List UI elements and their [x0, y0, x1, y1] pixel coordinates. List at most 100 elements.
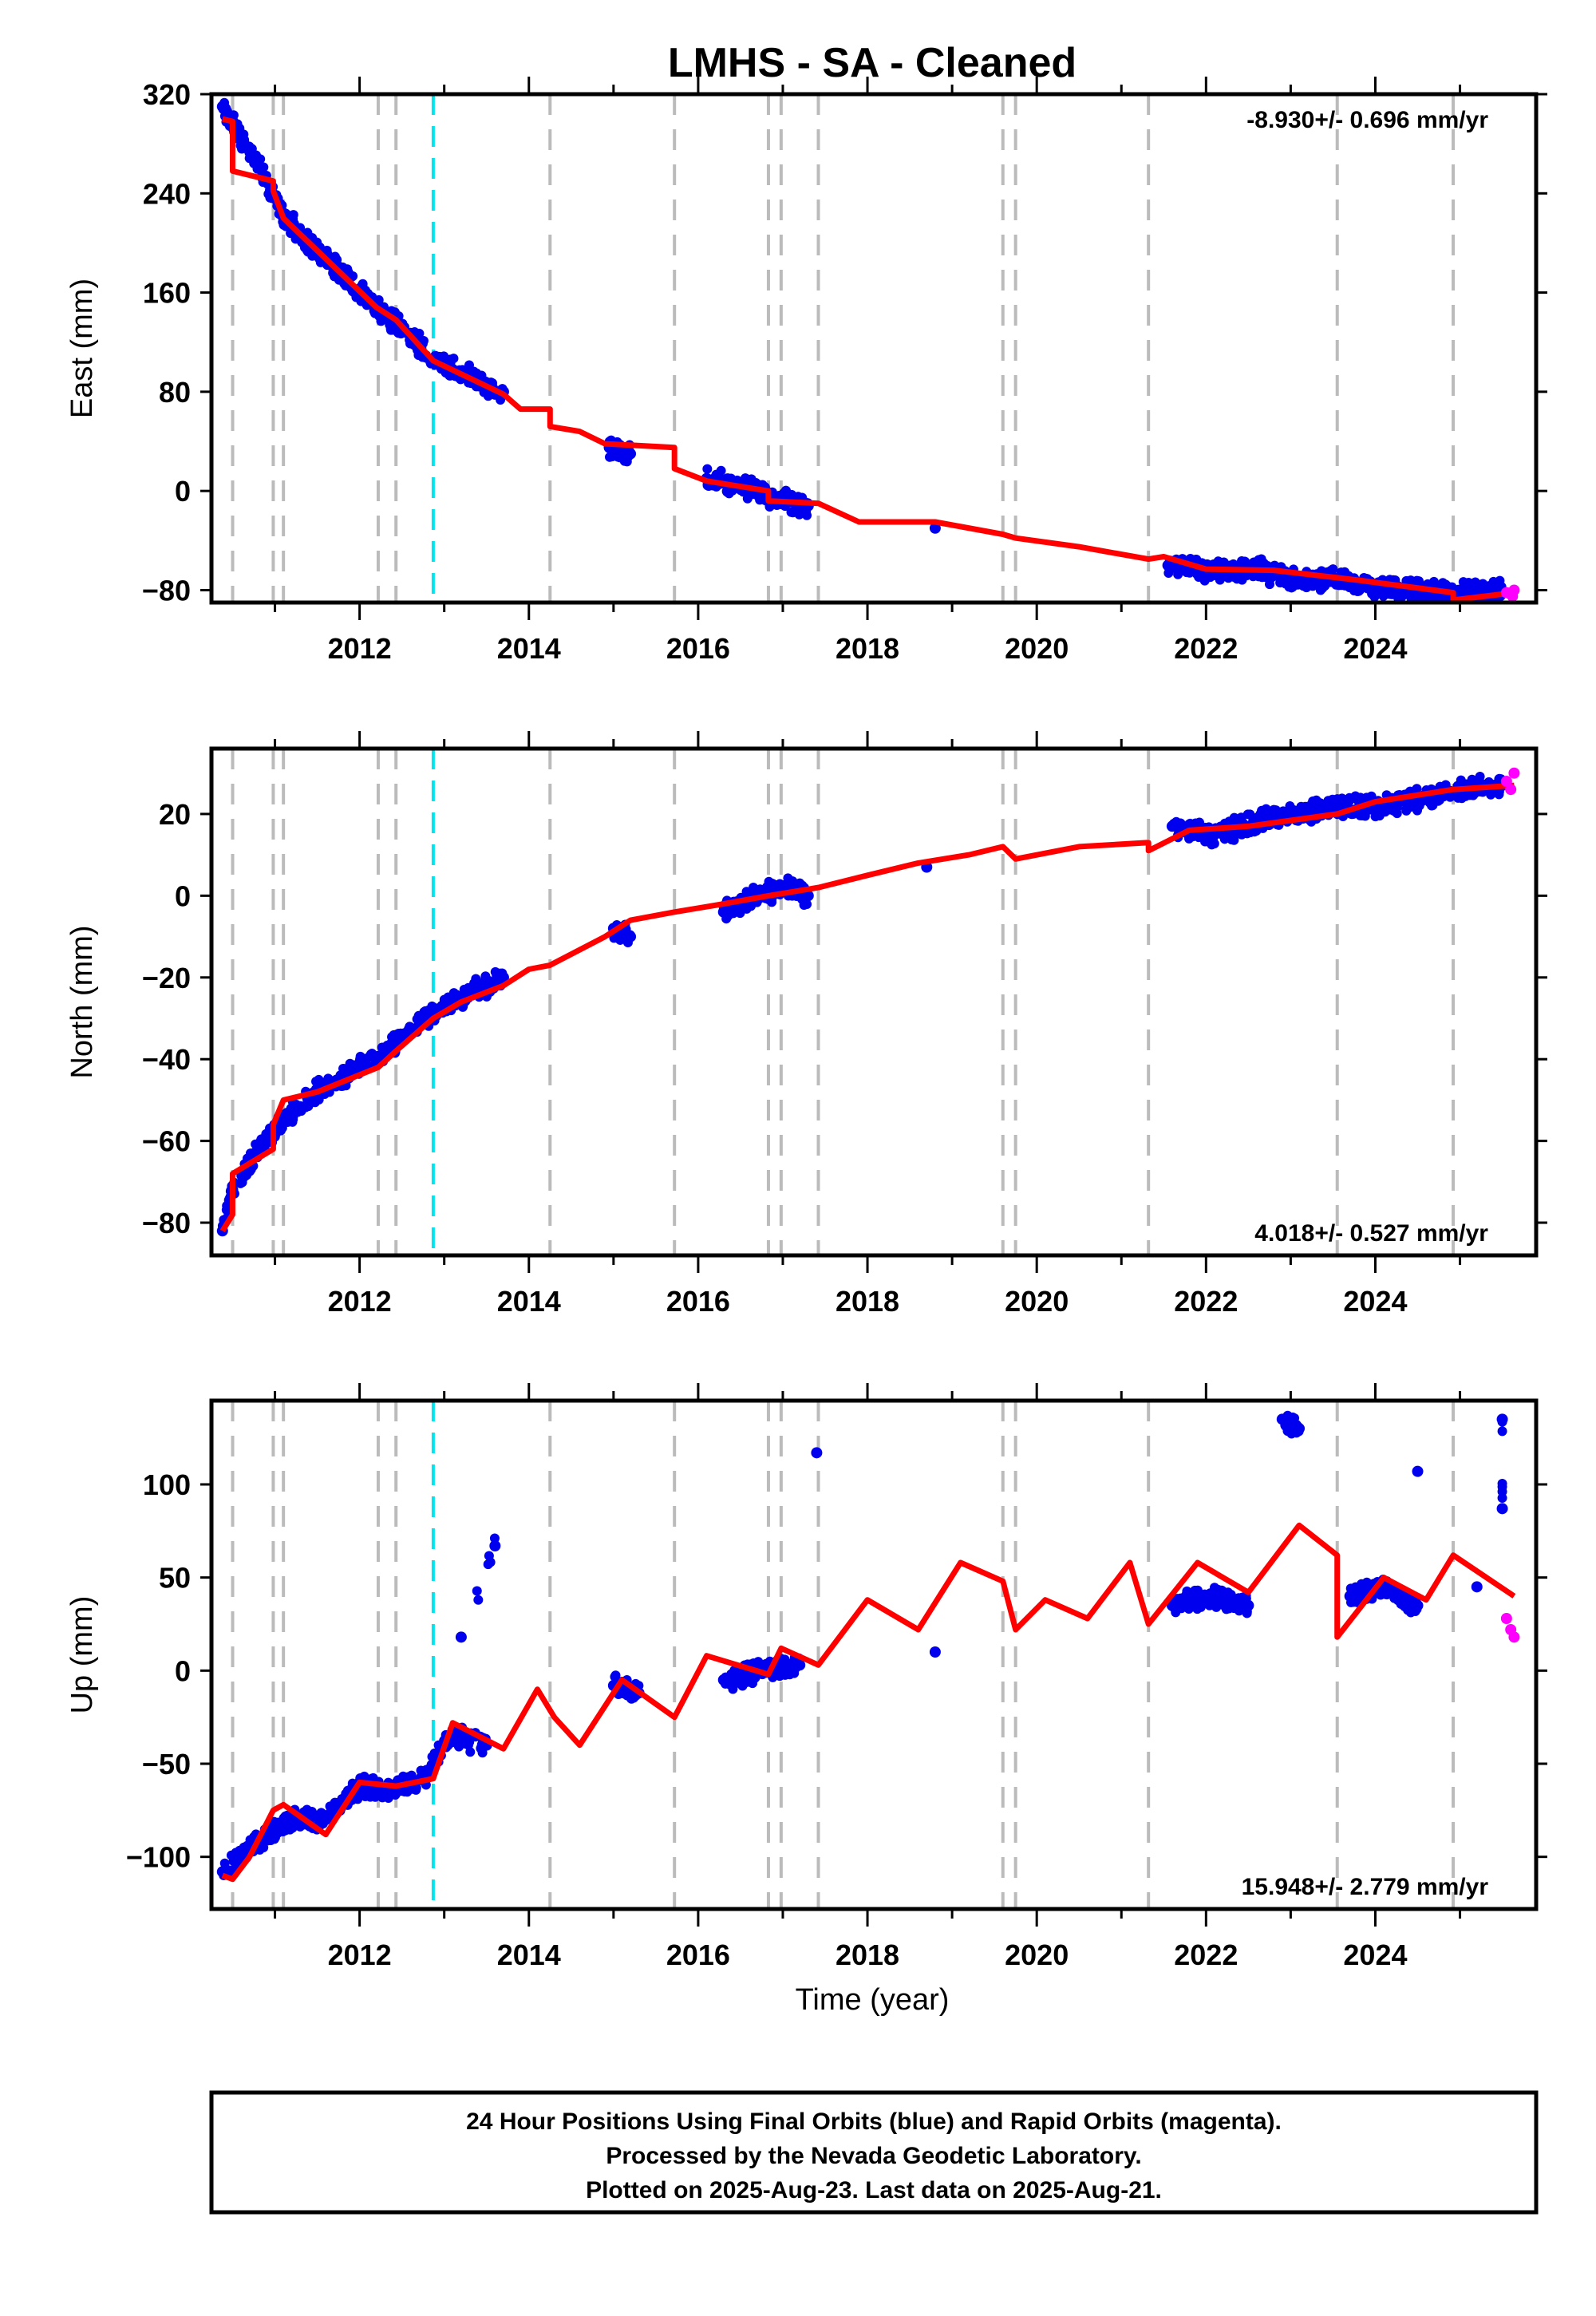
up-final-orbit-point-18 [929, 1646, 941, 1658]
up-final-orbit-point-10 [489, 1540, 501, 1551]
north-plot-frame [209, 746, 1539, 1258]
north-panel: 20 0 −20 −40 −60 −80 2012 2014 2016 2018 2020 2022 2… [65, 731, 1547, 1318]
footer-line-1: 24 Hour Positions Using Final Orbits (bl… [466, 2109, 1282, 2135]
east-panel: 320 240 160 80 0 −80 2012 2014 2016 2018 2020 2022 2… [65, 77, 1547, 665]
up-y-tick-label-0: 100 [143, 1468, 191, 1501]
up-plot-frame [209, 1398, 1539, 1911]
north-x-tick-label-5: 2022 [1174, 1285, 1238, 1318]
east-y-axis-label: East (mm) [65, 279, 99, 418]
east-x-tick-label-0: 2012 [328, 632, 392, 665]
east-plot-frame [209, 92, 1539, 605]
north-model-line [219, 782, 1515, 1233]
north-final-orbit-point-17 [1166, 820, 1178, 832]
up-x-tick-label-6: 2024 [1343, 1939, 1407, 1971]
east-final-orbit-point-22 [1294, 575, 1306, 587]
east-x-tick-label-5: 2022 [1174, 632, 1238, 665]
north-y-tick-label-0: 20 [159, 798, 191, 831]
up-final-orbit-point-1 [235, 1851, 247, 1863]
east-y-tick-label-0: 320 [143, 78, 191, 111]
east-final-orbit-point-18 [929, 522, 941, 534]
up-final-orbit-point-19 [1166, 1599, 1178, 1611]
up-x-tick-label-3: 2018 [836, 1939, 899, 1971]
north-y-tick-label-1: 0 [175, 879, 191, 912]
up-y-tick-label-2: 0 [175, 1654, 191, 1687]
north-velocity-text: 4.018+/- 0.527 mm/yr [1254, 1220, 1488, 1247]
north-final-orbit-point-5 [354, 1061, 365, 1073]
up-y-axis-label: Up (mm) [65, 1596, 99, 1714]
footer-line-2: Processed by the Nevada Geodetic Laborat… [606, 2143, 1141, 2169]
north-x-tick-label-4: 2020 [1005, 1285, 1069, 1318]
footer-box [209, 2090, 1539, 2215]
east-y-tick-label-3: 80 [159, 376, 191, 409]
up-final-orbit-point-16 [794, 1659, 806, 1671]
up-final-orbit-point-6 [388, 1786, 400, 1797]
up-x-tick-label-2: 2016 [666, 1939, 730, 1971]
up-final-orbit-point-14 [717, 1674, 729, 1686]
north-x-tick-label-0: 2012 [328, 1285, 392, 1318]
east-rapid-orbit-point-2 [1508, 584, 1520, 596]
north-y-axis-label: North (mm) [65, 925, 99, 1078]
north-final-orbit-point-9 [497, 971, 509, 983]
east-x-tick-label-6: 2024 [1343, 632, 1407, 665]
up-y-tick-label-3: −50 [142, 1748, 191, 1780]
figure-title: LMHS - SA - Cleaned [668, 40, 1077, 86]
north-final-orbit-point-2 [252, 1143, 264, 1155]
north-final-orbit-point-3 [278, 1115, 290, 1127]
north-final-orbit-point-21 [1336, 800, 1348, 812]
up-velocity-text: 15.948+/- 2.779 mm/yr [1242, 1874, 1489, 1900]
up-final-orbit-point-7 [421, 1767, 433, 1779]
east-x-tick-label-3: 2018 [836, 632, 899, 665]
north-x-tick-label-2: 2016 [666, 1285, 730, 1318]
east-final-orbit-point-0 [216, 101, 228, 113]
east-x-tick-label-4: 2020 [1005, 632, 1069, 665]
north-y-tick-label-2: −20 [142, 962, 191, 994]
up-x-tick-label-1: 2014 [497, 1939, 561, 1971]
up-rapid-orbit-point-2 [1508, 1631, 1520, 1643]
up-x-tick-label-5: 2022 [1174, 1939, 1238, 1971]
up-final-orbit-point-4 [320, 1814, 332, 1825]
east-final-orbit-cloud [218, 97, 1507, 603]
up-final-orbit-point-21 [1242, 1599, 1254, 1611]
up-final-orbit-point-26 [1412, 1599, 1424, 1611]
east-final-orbit-point-19 [1162, 559, 1174, 571]
north-x-tick-label-1: 2014 [497, 1285, 561, 1318]
up-final-orbit-point-24 [1344, 1591, 1356, 1602]
east-y-tick-label-4: 0 [175, 475, 191, 508]
up-y-tick-label-4: −100 [126, 1841, 191, 1874]
east-x-tick-label-2: 2016 [666, 632, 730, 665]
east-y-tick-label-2: 160 [143, 277, 191, 310]
footer-line-3: Plotted on 2025-Aug-23. Last data on 202… [586, 2177, 1162, 2203]
east-velocity-text: -8.930+/- 0.696 mm/yr [1246, 107, 1488, 133]
north-x-tick-label-6: 2024 [1343, 1285, 1407, 1318]
east-final-orbit-point-26 [1454, 587, 1466, 599]
north-rapid-orbit-point-2 [1508, 767, 1520, 779]
up-final-orbit-point-17 [811, 1447, 823, 1459]
up-final-orbit-point-27 [1412, 1465, 1424, 1477]
north-final-orbit-point-11 [625, 931, 637, 943]
up-final-orbit-point-29 [1496, 1413, 1508, 1425]
north-y-tick-label-5: −80 [142, 1207, 191, 1239]
up-final-orbit-cloud [219, 1410, 1507, 1880]
north-rapid-orbit-point-1 [1505, 784, 1517, 796]
east-model-line [221, 116, 1515, 603]
north-final-orbit-point-12 [717, 906, 729, 918]
x-axis-label: Time (year) [796, 1983, 950, 2017]
up-final-orbit-point-22 [1276, 1413, 1288, 1425]
up-panel: 100 50 0 −50 −100 2012 2014 2016 2018 2020 2022 202… [65, 1383, 1547, 1971]
up-final-orbit-point-20 [1208, 1591, 1220, 1602]
up-rapid-orbit-point-0 [1500, 1613, 1512, 1624]
north-y-tick-label-4: −60 [142, 1125, 191, 1158]
up-final-orbit-point-30 [1496, 1503, 1508, 1515]
east-x-tick-label-1: 2014 [497, 632, 561, 665]
up-x-tick-label-4: 2020 [1005, 1939, 1069, 1971]
north-y-tick-label-3: −40 [142, 1043, 191, 1076]
north-final-orbit-cloud [217, 771, 1506, 1231]
up-model-line [221, 1522, 1516, 1883]
up-final-orbit-point-11 [455, 1631, 467, 1643]
north-final-orbit-point-15 [802, 890, 814, 902]
up-x-tick-label-0: 2012 [328, 1939, 392, 1971]
north-x-tick-label-3: 2018 [836, 1285, 899, 1318]
up-final-orbit-point-23 [1294, 1423, 1306, 1434]
up-final-orbit-point-28 [1471, 1581, 1483, 1593]
